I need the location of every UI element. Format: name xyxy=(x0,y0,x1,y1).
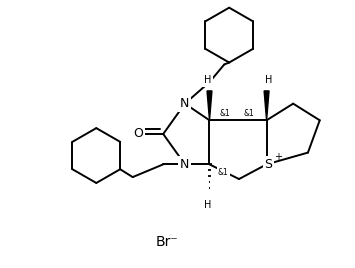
Text: &1: &1 xyxy=(220,109,231,118)
Text: N: N xyxy=(180,158,190,171)
Text: H: H xyxy=(204,199,211,210)
Text: &1: &1 xyxy=(244,109,254,118)
Text: O: O xyxy=(134,128,143,140)
Text: +: + xyxy=(274,151,282,162)
Text: H: H xyxy=(265,75,272,85)
Text: H: H xyxy=(204,75,211,85)
Text: N: N xyxy=(180,97,190,110)
Polygon shape xyxy=(264,91,269,120)
Text: &1: &1 xyxy=(218,168,229,177)
Polygon shape xyxy=(207,91,212,120)
Text: S: S xyxy=(264,158,273,171)
Text: Br⁻: Br⁻ xyxy=(155,234,179,249)
